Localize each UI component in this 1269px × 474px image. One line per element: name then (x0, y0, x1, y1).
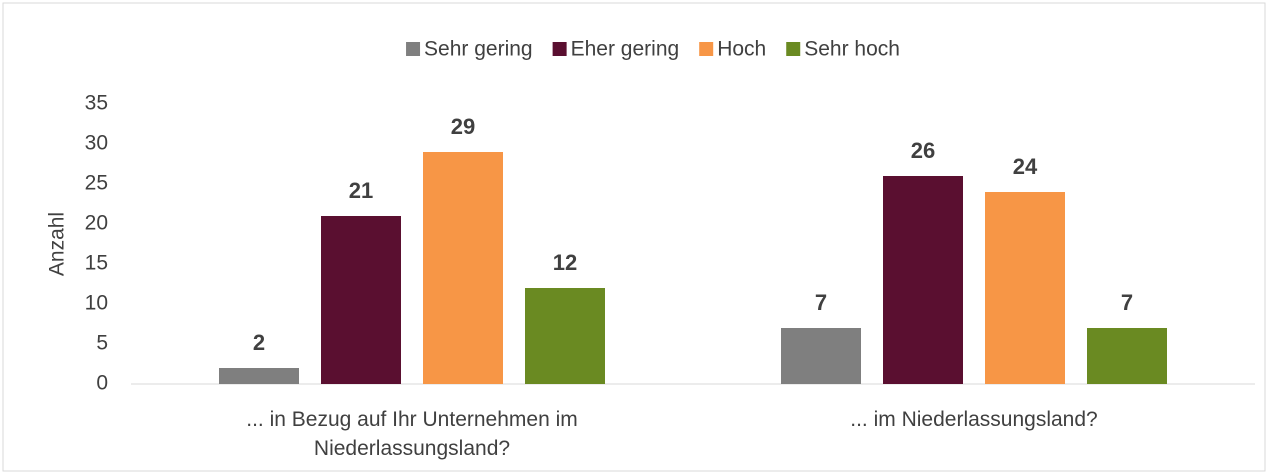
value-label: 2 (253, 330, 265, 355)
value-label: 21 (349, 178, 373, 203)
legend-swatch (699, 42, 714, 56)
y-tick-label: 30 (85, 132, 108, 155)
bar (525, 288, 605, 384)
bar (883, 176, 963, 384)
bar (1087, 328, 1167, 384)
legend-swatch (406, 42, 421, 56)
legend-label: Sehr gering (424, 38, 533, 61)
y-tick-label: 15 (85, 252, 108, 275)
y-tick-label: 10 (85, 292, 108, 315)
y-tick-label: 20 (85, 212, 108, 235)
x-tick-label: ... im Niederlassungsland? (850, 408, 1097, 431)
value-label: 24 (1013, 154, 1038, 179)
y-tick-label: 5 (96, 332, 108, 355)
bar (985, 192, 1065, 384)
value-label: 12 (553, 250, 577, 275)
value-label: 26 (911, 138, 935, 163)
value-label: 29 (451, 114, 475, 139)
value-label: 7 (815, 290, 827, 315)
y-tick-label: 25 (85, 172, 108, 195)
bar (219, 368, 299, 384)
y-tick-label: 0 (96, 372, 108, 395)
legend-swatch (786, 42, 801, 56)
y-tick-label: 35 (85, 92, 108, 115)
value-label: 7 (1121, 290, 1133, 315)
legend-swatch (552, 42, 567, 56)
legend-label: Eher gering (571, 38, 680, 61)
bar (321, 216, 401, 384)
bar (423, 152, 503, 384)
y-axis-label: Anzahl (46, 212, 69, 276)
legend-label: Sehr hoch (804, 38, 900, 61)
legend-label: Hoch (717, 38, 766, 61)
x-tick-label: ... in Bezug auf Ihr Unternehmen im Niede… (246, 408, 578, 460)
bar (781, 328, 861, 384)
